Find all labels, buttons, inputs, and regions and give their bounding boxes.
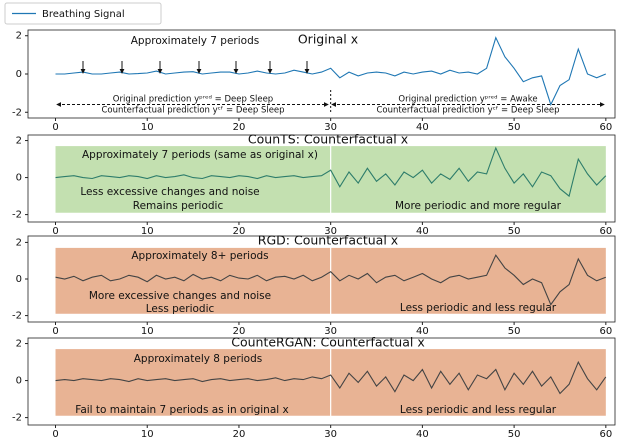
panel-title: CounTS: Counterfactual x	[248, 132, 408, 147]
annotation: More excessive changes and noise	[89, 290, 271, 302]
y-tick-label: 0	[16, 69, 22, 80]
x-tick-label: 20	[233, 429, 246, 440]
x-tick-label: 50	[508, 429, 521, 440]
x-tick-label: 0	[52, 429, 58, 440]
x-tick-label: 10	[141, 226, 154, 237]
y-tick-label: 0	[16, 376, 22, 387]
panel: 0 10 20 30 40 50 60 -2 0 2 RGD: Counterfactual x Ap…	[12, 233, 616, 337]
annotation: Counterfactual prediction yᶜᶠ = Deep Sle…	[376, 106, 559, 116]
annotation: Approximately 8 periods	[134, 353, 262, 365]
y-tick-label: 2	[16, 237, 22, 248]
x-tick-label: 40	[416, 326, 429, 337]
signal-line	[55, 360, 607, 395]
x-tick-label: 40	[416, 122, 429, 133]
signal-line	[55, 36, 607, 107]
y-tick-label: 2	[16, 31, 22, 42]
x-tick-label: 50	[508, 226, 521, 237]
x-tick-label: 0	[52, 226, 58, 237]
x-tick-label: 10	[141, 326, 154, 337]
x-tick-label: 30	[324, 326, 337, 337]
x-tick-label: 40	[416, 226, 429, 237]
panel: 0 10 20 30 40 50 60 -2 0 2 CounTS: Counterfactual …	[12, 132, 616, 237]
annotation: Less periodic and less regular	[400, 404, 557, 416]
x-tick-label: 30	[324, 226, 337, 237]
panel-title: RGD: Counterfactual x	[258, 233, 398, 248]
x-tick-label: 60	[599, 429, 612, 440]
x-tick-label: 40	[416, 429, 429, 440]
y-tick-label: 2	[16, 136, 22, 147]
annotation: Counterfactual prediction yᶜᶠ = Deep Sle…	[101, 106, 284, 116]
annotation: More periodic and more regular	[395, 200, 562, 212]
annotation: Less excessive changes and noise	[80, 186, 259, 198]
panel-title: Original x	[298, 32, 358, 47]
annotation: Remains periodic	[133, 200, 224, 212]
axes-frame	[27, 134, 616, 223]
x-tick-label: 60	[599, 326, 612, 337]
annotation: Approximately 7 periods (same as origina…	[82, 149, 318, 161]
annotation: Original prediction yᵖʳᵉᵈ = Deep Sleep	[113, 95, 273, 105]
legend-label: Breathing Signal	[42, 9, 125, 20]
panel-title: CounteRGAN: Counterfactual x	[231, 335, 424, 350]
annotation: Less periodic and less regular	[400, 302, 557, 314]
y-tick-label: -2	[12, 107, 22, 118]
x-tick-label: 0	[52, 326, 58, 337]
axes-frame	[27, 337, 616, 426]
y-tick-label: -2	[12, 210, 22, 221]
x-tick-label: 60	[599, 226, 612, 237]
x-tick-label: 50	[508, 326, 521, 337]
signal-line	[55, 146, 607, 198]
y-tick-label: -2	[12, 413, 22, 424]
x-tick-label: 60	[599, 122, 612, 133]
annotation: Less periodic	[146, 303, 215, 315]
annotation: Approximately 7 periods	[131, 35, 259, 47]
x-tick-label: 20	[233, 122, 246, 133]
y-tick-label: 0	[16, 173, 22, 184]
x-tick-label: 50	[508, 122, 521, 133]
annotation: Fail to maintain 7 periods as in origina…	[75, 404, 288, 416]
x-tick-label: 20	[233, 226, 246, 237]
y-tick-label: 0	[16, 274, 22, 285]
panel: 0 10 20 30 40 50 60 -2 0 2 Original x Approximately…	[4, 2, 616, 133]
annotation: Approximately 8+ periods	[131, 250, 268, 262]
signal-line	[55, 254, 607, 306]
panel: 0 10 20 30 40 50 60 -2 0 2 CounteRGAN: Counterfact…	[12, 335, 616, 440]
x-tick-label: 0	[52, 122, 58, 133]
x-tick-label: 30	[324, 429, 337, 440]
annotation: Original prediction yᵖʳᵉᵈ = Awake	[398, 95, 537, 105]
legend-box	[4, 2, 162, 25]
x-tick-label: 20	[233, 326, 246, 337]
y-tick-label: -2	[12, 311, 22, 322]
y-tick-label: 2	[16, 339, 22, 350]
x-tick-label: 30	[324, 122, 337, 133]
x-tick-label: 10	[141, 122, 154, 133]
x-tick-label: 10	[141, 429, 154, 440]
